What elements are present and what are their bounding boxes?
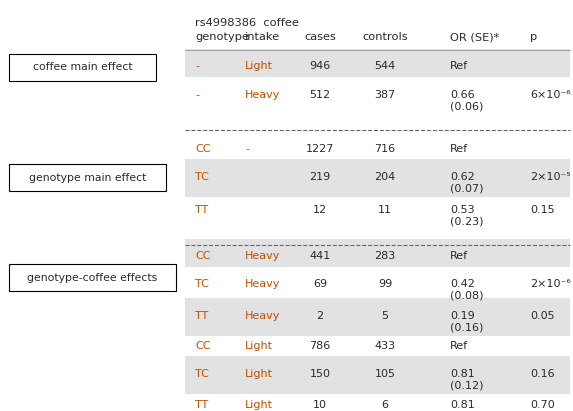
Text: TC: TC — [195, 279, 209, 289]
Text: 2: 2 — [316, 311, 324, 321]
Text: 6: 6 — [382, 400, 388, 410]
Text: cases: cases — [304, 32, 336, 42]
Text: Light: Light — [245, 341, 273, 351]
Text: intake: intake — [245, 32, 280, 42]
Text: Ref: Ref — [450, 341, 468, 351]
Text: 0.66: 0.66 — [450, 90, 474, 100]
Text: Ref: Ref — [450, 144, 468, 154]
Text: -: - — [195, 61, 199, 71]
Text: 0.70: 0.70 — [530, 400, 555, 410]
Text: Light: Light — [245, 369, 273, 379]
Bar — [185, 159, 570, 197]
Text: Heavy: Heavy — [245, 279, 280, 289]
Text: p: p — [530, 32, 537, 42]
Text: 10: 10 — [313, 400, 327, 410]
FancyBboxPatch shape — [9, 164, 166, 191]
Text: 12: 12 — [313, 205, 327, 215]
Text: 544: 544 — [374, 61, 395, 71]
Text: TT: TT — [195, 205, 208, 215]
Text: TT: TT — [195, 400, 208, 410]
Text: controls: controls — [362, 32, 408, 42]
Text: 11: 11 — [378, 205, 392, 215]
Bar — [185, 239, 570, 267]
Text: Heavy: Heavy — [245, 251, 280, 261]
Text: Light: Light — [245, 61, 273, 71]
Bar — [185, 298, 570, 336]
Text: 0.81: 0.81 — [450, 369, 475, 379]
Text: 69: 69 — [313, 279, 327, 289]
Bar — [185, 241, 570, 267]
Text: (0.16): (0.16) — [450, 322, 484, 332]
Text: rs4998386  coffee: rs4998386 coffee — [195, 18, 299, 28]
Text: -: - — [195, 90, 199, 100]
Text: genotype-coffee effects: genotype-coffee effects — [28, 272, 158, 282]
Text: CC: CC — [195, 251, 210, 261]
Text: (0.12): (0.12) — [450, 380, 484, 390]
Text: Ref: Ref — [450, 251, 468, 261]
Text: 786: 786 — [309, 341, 331, 351]
Text: genotype: genotype — [195, 32, 249, 42]
Text: 6×10⁻⁶: 6×10⁻⁶ — [530, 90, 571, 100]
Bar — [185, 356, 570, 394]
Text: 0.16: 0.16 — [530, 369, 555, 379]
Text: (0.08): (0.08) — [450, 290, 484, 300]
Text: 441: 441 — [309, 251, 331, 261]
Text: 0.15: 0.15 — [530, 205, 555, 215]
Text: 512: 512 — [309, 90, 331, 100]
Text: 204: 204 — [374, 172, 395, 182]
Text: 283: 283 — [374, 251, 395, 261]
Text: 99: 99 — [378, 279, 392, 289]
FancyBboxPatch shape — [9, 54, 156, 81]
Bar — [185, 51, 570, 77]
Text: Light: Light — [245, 400, 273, 410]
Text: 0.53: 0.53 — [450, 205, 474, 215]
Text: TC: TC — [195, 172, 209, 182]
Text: Heavy: Heavy — [245, 90, 280, 100]
Bar — [185, 300, 570, 332]
Text: CC: CC — [195, 144, 210, 154]
Text: 0.81: 0.81 — [450, 400, 475, 410]
Bar — [185, 161, 570, 193]
Text: OR (SE)*: OR (SE)* — [450, 32, 499, 42]
Text: 5: 5 — [382, 311, 388, 321]
Text: 387: 387 — [374, 90, 395, 100]
Text: 0.19: 0.19 — [450, 311, 475, 321]
Bar — [185, 49, 570, 77]
Text: 946: 946 — [309, 61, 331, 71]
Text: -: - — [245, 144, 249, 154]
Text: 0.05: 0.05 — [530, 311, 555, 321]
Text: Ref: Ref — [450, 61, 468, 71]
Text: TT: TT — [195, 311, 208, 321]
Text: (0.23): (0.23) — [450, 216, 484, 226]
Text: TC: TC — [195, 369, 209, 379]
Bar — [185, 358, 570, 390]
Text: 105: 105 — [375, 369, 395, 379]
Text: Heavy: Heavy — [245, 311, 280, 321]
Text: 1227: 1227 — [306, 144, 334, 154]
Text: 2×10⁻⁶: 2×10⁻⁶ — [530, 279, 571, 289]
Text: 0.62: 0.62 — [450, 172, 475, 182]
Text: (0.06): (0.06) — [450, 101, 484, 111]
Text: 219: 219 — [309, 172, 331, 182]
Text: 2×10⁻⁵: 2×10⁻⁵ — [530, 172, 571, 182]
Text: (0.07): (0.07) — [450, 183, 484, 193]
Text: 150: 150 — [309, 369, 331, 379]
Text: 0.42: 0.42 — [450, 279, 475, 289]
FancyBboxPatch shape — [9, 264, 176, 291]
Text: 433: 433 — [374, 341, 395, 351]
Text: genotype main effect: genotype main effect — [29, 173, 146, 182]
Text: CC: CC — [195, 341, 210, 351]
Text: 716: 716 — [374, 144, 395, 154]
Text: coffee main effect: coffee main effect — [33, 62, 132, 72]
